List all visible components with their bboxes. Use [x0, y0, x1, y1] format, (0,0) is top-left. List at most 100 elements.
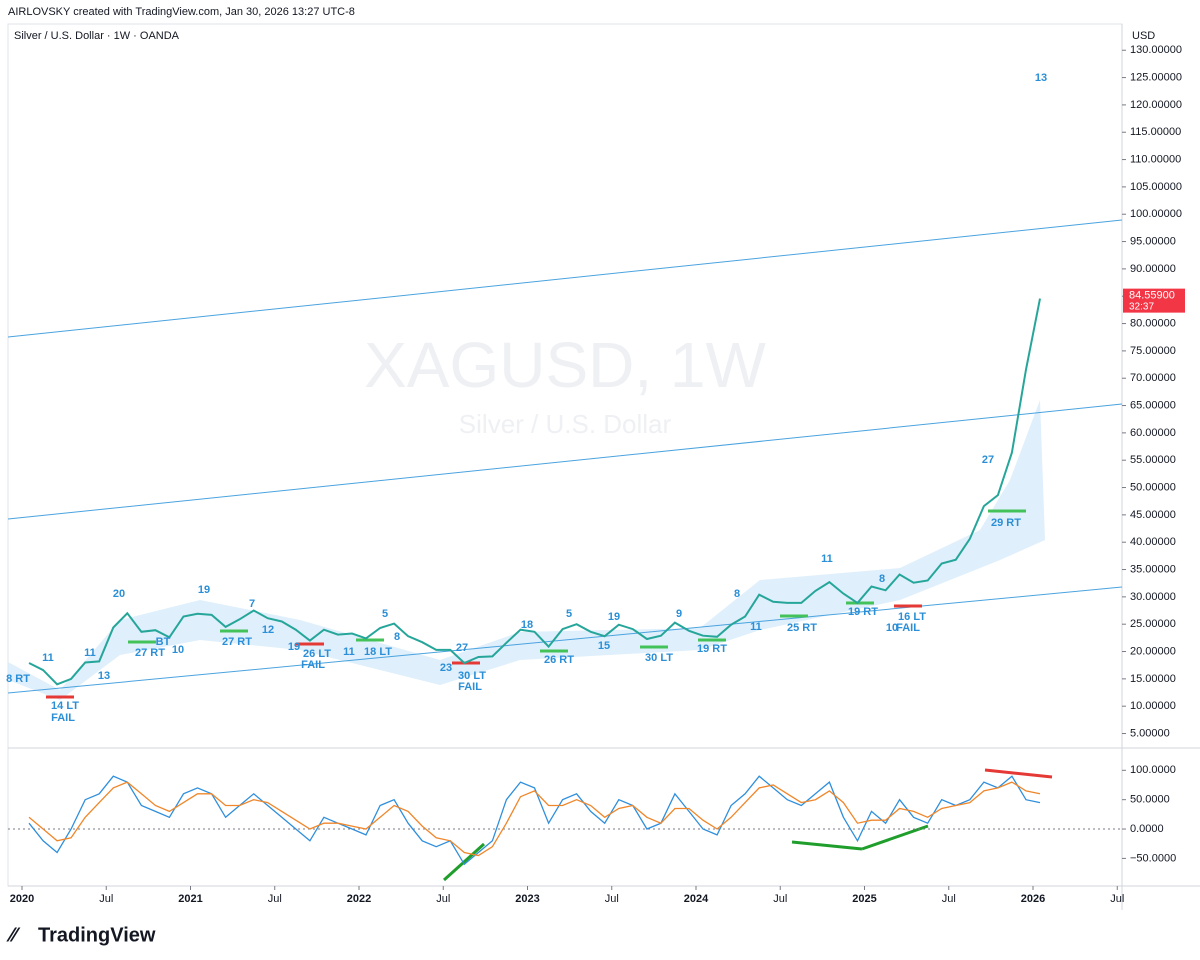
annotation: 14 LT — [51, 700, 79, 712]
y-tick-label: 20.00000 — [1130, 645, 1176, 657]
y-tick-label: −50.0000 — [1130, 852, 1176, 864]
annotation: 29 RT — [991, 517, 1021, 529]
annotation: 8 RT — [6, 673, 30, 685]
annotation: 27 RT — [135, 647, 165, 659]
y-tick-label: 100.00000 — [1130, 208, 1182, 220]
annotation: 19 — [198, 584, 210, 596]
annotation: 10 — [886, 622, 898, 634]
y-tick-label: 115.00000 — [1130, 126, 1181, 138]
symbol-title: Silver / U.S. Dollar · 1W · OANDA — [14, 30, 180, 42]
annotation: 23 — [440, 662, 452, 674]
annotation: 8 — [879, 573, 885, 585]
annotation: 8 — [394, 631, 400, 643]
annotation: 11 — [42, 652, 54, 664]
y-tick-label: 110.00000 — [1130, 153, 1181, 165]
last-price-label: 84.55900 — [1129, 290, 1175, 302]
y-tick-label: 25.00000 — [1130, 618, 1176, 630]
y-tick-label: 45.00000 — [1130, 509, 1176, 521]
x-tick-label: Jul — [1110, 893, 1124, 905]
last-price-box — [1123, 288, 1185, 313]
y-tick-label: 35.00000 — [1130, 563, 1176, 575]
x-tick-label: 2023 — [515, 893, 539, 905]
series-line — [28, 781, 1041, 857]
annotation: 10 — [172, 644, 184, 656]
channel-line — [7, 219, 1123, 338]
x-tick-label: 2022 — [347, 893, 371, 905]
x-tick-label: 2026 — [1021, 893, 1045, 905]
x-tick-label: 2021 — [178, 893, 202, 905]
y-tick-label: 105.00000 — [1130, 181, 1182, 193]
brand: TradingView — [38, 924, 156, 946]
y-tick-label: 100.0000 — [1130, 764, 1176, 776]
annotation: 19 RT — [848, 606, 878, 618]
annotation: 30 LT — [645, 652, 673, 664]
level-marks — [46, 509, 1053, 882]
annotation: 18 LT — [364, 646, 392, 658]
series-line — [28, 298, 1041, 686]
annotation: 27 — [982, 454, 994, 466]
annotation: 13 — [1035, 72, 1047, 84]
watermark-sub: Silver / U.S. Dollar — [459, 409, 672, 439]
annotation: 19 — [608, 611, 620, 623]
annotation: FAIL — [458, 681, 482, 693]
y-tick-label: 10.00000 — [1130, 700, 1176, 712]
annotation: 30 LT — [458, 670, 486, 682]
channel-line — [7, 403, 1123, 520]
annotation: FAIL — [51, 712, 75, 724]
y-tick-label: 15.00000 — [1130, 673, 1176, 685]
y-tick-label: 60.00000 — [1130, 427, 1176, 439]
annotation: 16 LT — [898, 611, 926, 623]
y-tick-label: 65.00000 — [1130, 399, 1176, 411]
annotation: 12 — [262, 624, 274, 636]
annotation: 18 — [521, 619, 533, 631]
annotation: 15 — [598, 640, 610, 652]
countdown: 32:37 — [1129, 301, 1154, 312]
y-tick-label: 125.00000 — [1130, 71, 1182, 83]
y-tick-label: 80.00000 — [1130, 317, 1176, 329]
annotation: 19 RT — [697, 643, 727, 655]
annotation: 11 — [821, 553, 833, 565]
series-line — [28, 775, 1041, 866]
annotation: 5 — [382, 608, 388, 620]
unit-label: USD — [1132, 30, 1155, 42]
x-tick-label: 2024 — [684, 893, 709, 905]
x-tick-label: Jul — [942, 893, 956, 905]
x-tick-label: Jul — [605, 893, 619, 905]
y-tick-label: 30.00000 — [1130, 591, 1176, 603]
annotation: 19 — [288, 641, 300, 653]
annotation: BT — [156, 636, 171, 648]
y-tick-label: 90.00000 — [1130, 263, 1176, 275]
y-tick-label: 0.0000 — [1130, 823, 1164, 835]
y-tick-label: 70.00000 — [1130, 372, 1176, 384]
annotation: 5 — [566, 608, 572, 620]
y-tick-label: 120.00000 — [1130, 99, 1182, 111]
annotation: 27 — [456, 642, 468, 654]
y-tick-label: 50.00000 — [1130, 481, 1176, 493]
annotation: 8 — [734, 588, 740, 600]
annotation: 11 — [750, 621, 762, 633]
band — [8, 400, 1045, 700]
annotation: 26 RT — [544, 654, 574, 666]
y-tick-label: 50.0000 — [1130, 794, 1170, 806]
y-tick-label: 95.00000 — [1130, 235, 1176, 247]
watermark: XAGUSD, 1W — [364, 329, 766, 401]
channel-line — [7, 586, 1123, 694]
annotation: 27 RT — [222, 636, 252, 648]
y-tick-label: 55.00000 — [1130, 454, 1176, 466]
header: AIRLOVSKY created with TradingView.com, … — [8, 6, 355, 18]
x-tick-label: Jul — [436, 893, 450, 905]
x-tick-label: Jul — [268, 893, 282, 905]
x-tick-label: 2025 — [852, 893, 876, 905]
annotation: 11 — [84, 647, 96, 659]
annotation: 13 — [98, 670, 110, 682]
y-tick-label: 5.00000 — [1130, 727, 1170, 739]
annotation: FAIL — [896, 622, 920, 634]
annotation: 25 RT — [787, 622, 817, 634]
annotation: 11 — [343, 646, 355, 658]
y-tick-label: 40.00000 — [1130, 536, 1176, 548]
annotation: 9 — [676, 608, 682, 620]
annotation: FAIL — [301, 659, 325, 671]
annotation: 20 — [113, 588, 125, 600]
